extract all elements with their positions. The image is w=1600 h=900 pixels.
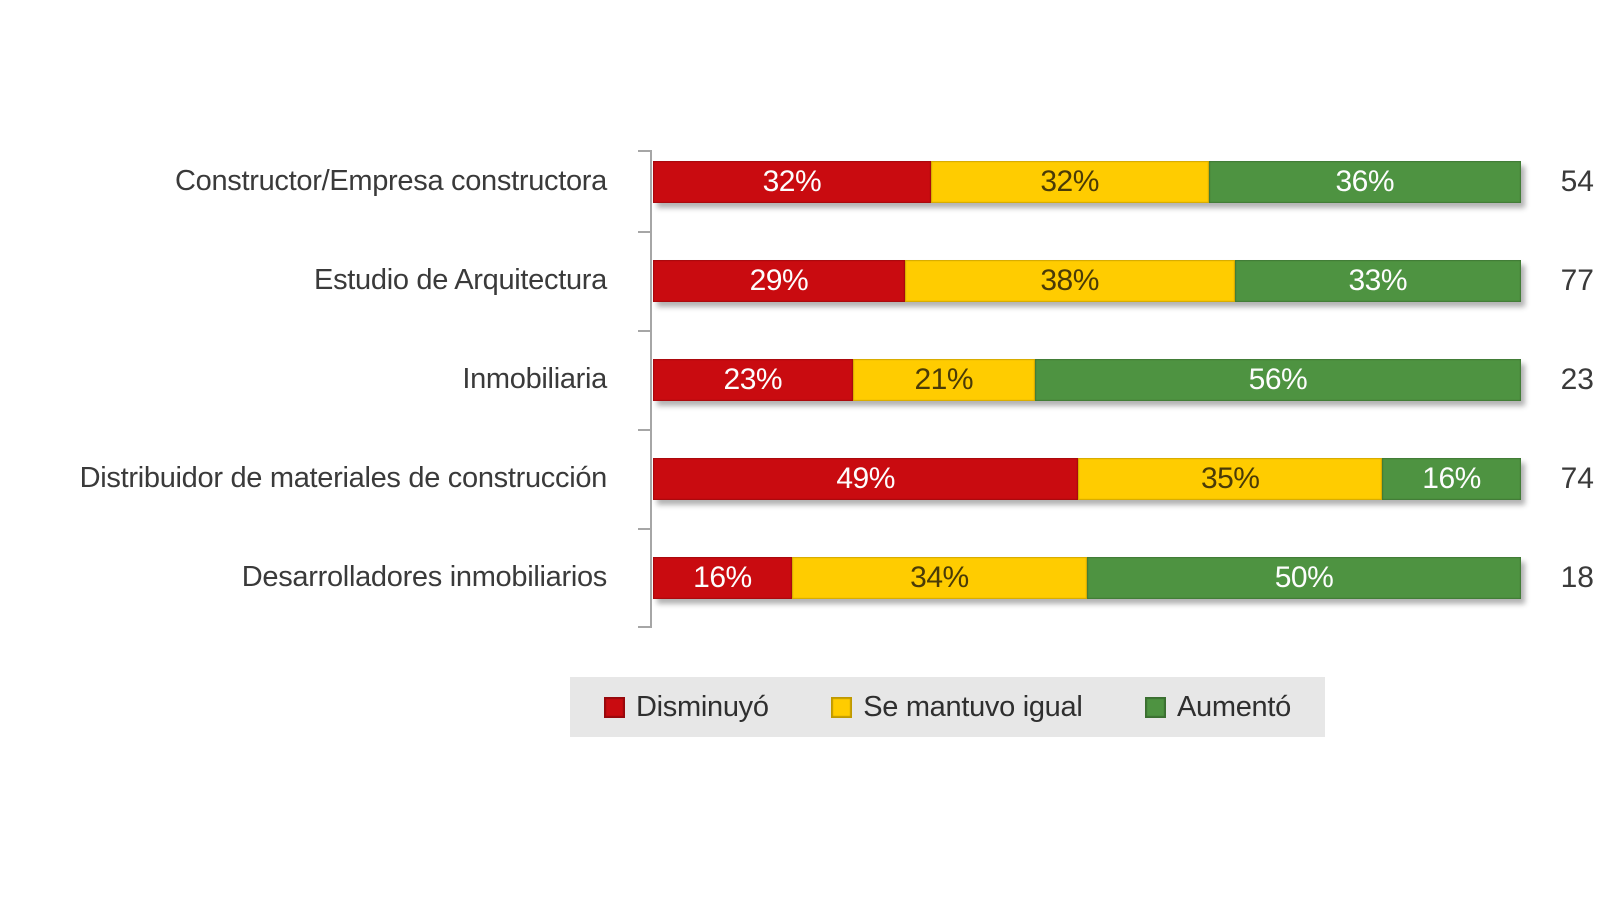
segment-value-label: 23% [723, 362, 783, 396]
bar-segment-aumento: 56% [1034, 358, 1521, 401]
stacked-bar: 23% 21% 56% [653, 358, 1521, 401]
chart-row: Distribuidor de materiales de construcci… [0, 429, 1600, 528]
axis-tick [638, 528, 651, 530]
category-label: Constructor/Empresa constructora [174, 165, 607, 197]
segment-value-label: 33% [1348, 263, 1408, 297]
segment-value-label: 34% [910, 560, 969, 594]
segment-value-label: 21% [914, 362, 974, 396]
legend-label: Aumentó [1177, 690, 1291, 723]
axis-tick [638, 330, 651, 332]
segment-value-label: 16% [693, 560, 752, 594]
legend: Disminuyó Se mantuvo igual Aumentó [570, 677, 1325, 737]
category-label: Distribuidor de materiales de construcci… [79, 462, 608, 494]
y-axis-line [650, 150, 652, 628]
segment-value-label: 38% [1040, 263, 1099, 297]
legend-swatch-disminuyo [604, 696, 625, 718]
segment-value-label: 32% [762, 164, 822, 198]
stacked-bar: 49% 35% 16% [653, 457, 1521, 500]
segment-value-label: 49% [836, 461, 895, 495]
legend-label: Disminuyó [636, 690, 769, 723]
bar-segment-disminuyo: 23% [653, 358, 853, 401]
segment-value-label: 16% [1422, 461, 1481, 495]
axis-tick [638, 231, 651, 233]
bar-segment-se-mantuvo: 34% [791, 556, 1087, 599]
chart-row: Estudio de Arquitectura 29% 38% 33% 77 [0, 231, 1600, 330]
bar-segment-aumento: 33% [1234, 259, 1521, 302]
segment-value-label: 29% [749, 263, 809, 297]
legend-item-se-mantuvo: Se mantuvo igual [831, 690, 1083, 724]
bar-segment-disminuyo: 32% [653, 160, 931, 203]
bar-segment-aumento: 16% [1382, 457, 1521, 500]
plot-area: Constructor/Empresa constructora 32% 32%… [0, 132, 1600, 627]
sample-size-label: 74 [1560, 461, 1594, 495]
segment-value-label: 32% [1040, 164, 1099, 198]
chart-row: Constructor/Empresa constructora 32% 32%… [0, 132, 1600, 231]
sample-size-label: 77 [1560, 263, 1594, 297]
sample-size-label: 54 [1560, 164, 1594, 198]
sample-size-label: 18 [1560, 560, 1594, 594]
axis-tick [638, 626, 651, 628]
bar-segment-disminuyo: 49% [653, 457, 1079, 500]
segment-value-label: 35% [1200, 461, 1260, 495]
bar-segment-se-mantuvo: 35% [1078, 457, 1383, 500]
segment-value-label: 50% [1274, 560, 1334, 594]
legend-item-disminuyo: Disminuyó [604, 691, 769, 724]
sample-size-label: 23 [1560, 362, 1594, 396]
axis-tick [638, 150, 651, 152]
legend-label: Se mantuvo igual [863, 690, 1083, 723]
bar-segment-disminuyo: 16% [653, 556, 792, 599]
bar-segment-disminuyo: 29% [653, 259, 905, 302]
bar-segment-se-mantuvo: 32% [930, 160, 1209, 203]
bar-segment-se-mantuvo: 21% [852, 358, 1035, 401]
legend-swatch-aumento [1145, 696, 1166, 718]
bar-segment-se-mantuvo: 38% [904, 259, 1235, 302]
chart-row: Inmobiliaria 23% 21% 56% 23 [0, 330, 1600, 429]
category-label: Estudio de Arquitectura [314, 264, 607, 296]
stacked-bar: 32% 32% 36% [653, 160, 1521, 203]
chart-row: Desarrolladores inmobiliarios 16% 34% 50… [0, 528, 1600, 627]
segment-value-label: 36% [1335, 164, 1394, 198]
legend-swatch-se-mantuvo [831, 696, 853, 718]
legend-item-aumento: Aumentó [1145, 691, 1291, 724]
category-label: Desarrolladores inmobiliarios [241, 561, 608, 593]
stacked-bar: 16% 34% 50% [653, 556, 1521, 599]
category-label: Inmobiliaria [462, 363, 607, 395]
stacked-bar: 29% 38% 33% [653, 259, 1521, 302]
segment-value-label: 56% [1248, 362, 1308, 396]
bar-segment-aumento: 36% [1208, 160, 1521, 203]
bar-segment-aumento: 50% [1086, 556, 1521, 599]
axis-tick [638, 429, 651, 431]
